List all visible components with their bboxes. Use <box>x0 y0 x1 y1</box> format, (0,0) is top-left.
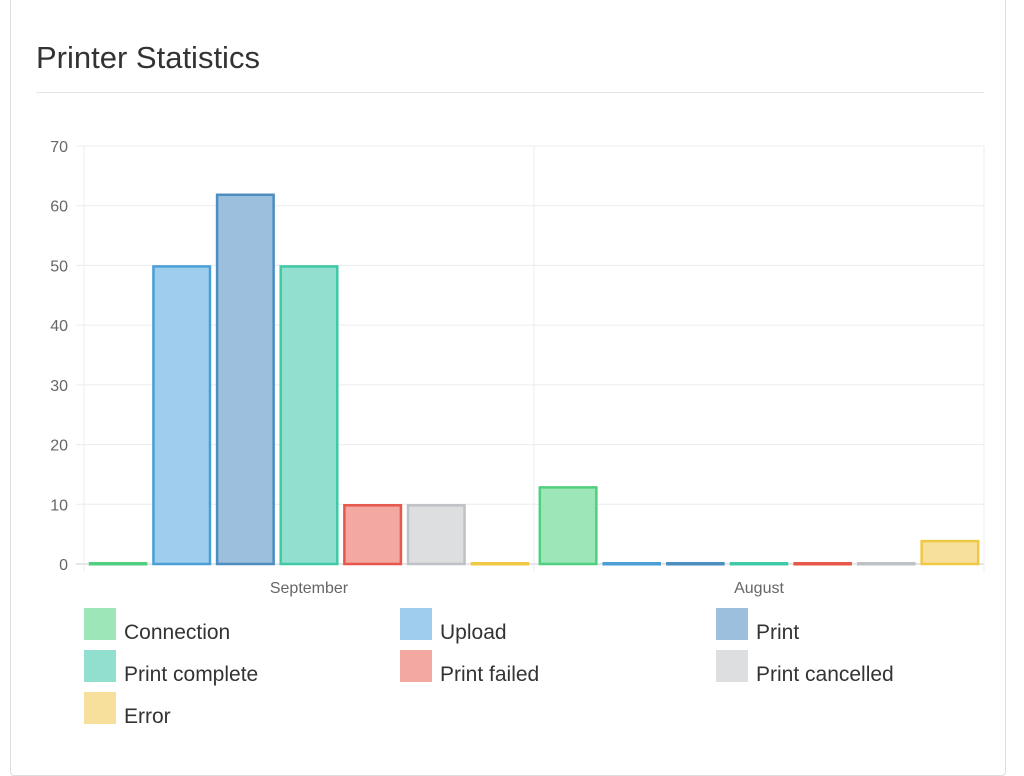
legend-swatch <box>84 650 116 682</box>
y-tick-label: 70 <box>50 139 68 156</box>
bar-connection-august[interactable] <box>538 486 598 566</box>
legend-swatch <box>400 650 432 682</box>
bar-print-cancelled-september[interactable] <box>406 504 466 566</box>
bar-layer <box>88 193 980 566</box>
legend-swatch <box>716 650 748 682</box>
bar-print-failed-september[interactable] <box>343 504 403 566</box>
y-tick-label: 40 <box>50 318 68 335</box>
y-tick-label: 20 <box>50 438 68 455</box>
bar-connection-september[interactable] <box>88 562 148 566</box>
category-label: September <box>270 580 349 597</box>
bar-error-august[interactable] <box>920 539 980 566</box>
legend-swatch <box>84 692 116 724</box>
axis-layer: 0 10 20 30 40 50 60 70 September August <box>50 139 784 597</box>
grid-layer <box>76 145 985 572</box>
bar-error-september[interactable] <box>470 562 530 566</box>
legend-label: Print <box>756 621 800 644</box>
bar-print-cancelled-august[interactable] <box>857 562 916 566</box>
y-tick-label: 50 <box>50 258 68 275</box>
y-tick-label: 30 <box>50 378 68 395</box>
legend-label: Print failed <box>440 663 540 686</box>
bar-print-august[interactable] <box>666 562 725 566</box>
legend-swatch <box>84 608 116 640</box>
category-label: August <box>734 580 784 597</box>
legend-label: Connection <box>124 621 231 644</box>
bar-upload-september[interactable] <box>152 265 212 566</box>
legend-label: Upload <box>440 621 507 644</box>
bar-print-september[interactable] <box>215 193 275 566</box>
y-tick-label: 10 <box>50 497 68 514</box>
legend-swatch <box>400 608 432 640</box>
legend-swatch <box>716 608 748 640</box>
title-divider <box>36 92 984 93</box>
legend-label: Error <box>124 705 171 728</box>
legend-label: Print complete <box>124 663 259 686</box>
y-tick-label: 0 <box>59 557 68 574</box>
bar-print-complete-september[interactable] <box>279 265 339 566</box>
panel-title: Printer Statistics <box>36 40 260 75</box>
y-tick-label: 60 <box>50 199 68 216</box>
bar-print-complete-august[interactable] <box>729 562 789 566</box>
bar-chart: 0 10 20 30 40 50 60 70 September August <box>50 139 985 597</box>
bar-upload-august[interactable] <box>602 562 661 566</box>
legend-label: Print cancelled <box>756 663 894 686</box>
bar-print-failed-august[interactable] <box>793 562 852 566</box>
